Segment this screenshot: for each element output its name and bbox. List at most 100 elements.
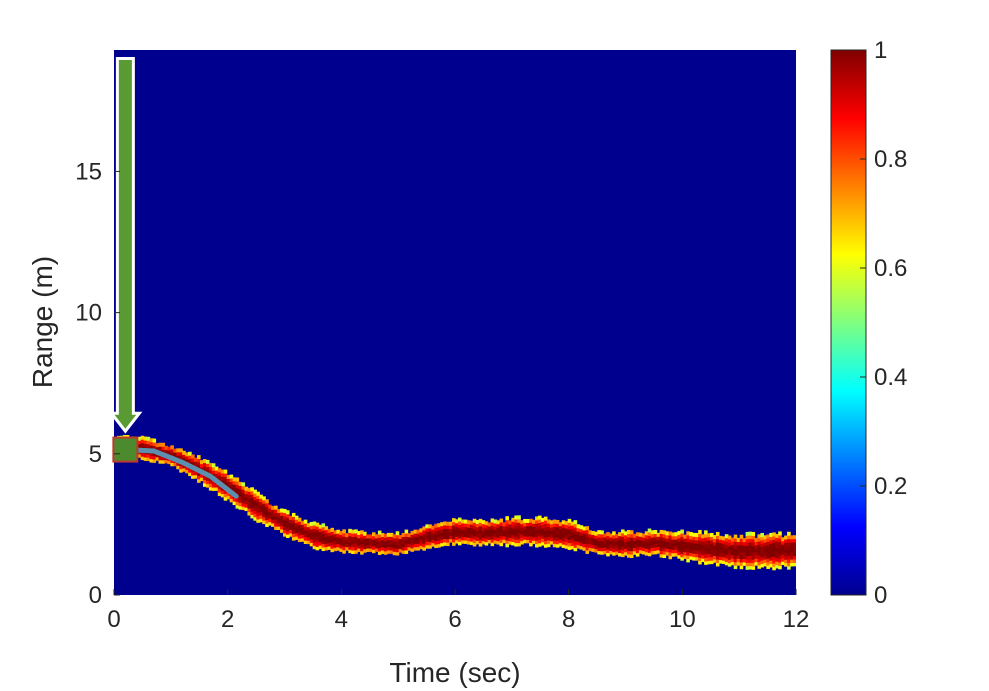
heatmap-cell — [555, 540, 560, 545]
heatmap-cell — [680, 532, 684, 537]
heatmap-cell — [188, 458, 192, 463]
heatmap-cell — [508, 527, 512, 532]
heatmap-cell — [561, 537, 566, 542]
heatmap-cell — [241, 489, 246, 494]
heatmap-cell — [208, 486, 213, 491]
heatmap-cell — [588, 543, 592, 548]
heatmap-cell — [410, 534, 415, 539]
heatmap-cell — [638, 542, 643, 547]
heatmap-cell — [321, 533, 326, 538]
heatmap-cell — [671, 535, 676, 540]
heatmap-cell — [763, 552, 767, 557]
heatmap-cell — [695, 543, 699, 548]
heatmap-cell — [721, 539, 726, 544]
heatmap-cell — [398, 548, 403, 553]
heatmap-cell — [647, 538, 652, 543]
heatmap-cell — [558, 532, 563, 537]
heatmap-cell — [211, 466, 216, 471]
heatmap-cell — [238, 502, 243, 507]
heatmap-cell — [202, 462, 207, 467]
heatmap-cell — [612, 541, 616, 546]
heatmap-cell — [416, 543, 421, 548]
heatmap-cell — [558, 525, 563, 530]
heatmap-cell — [487, 539, 492, 544]
heatmap-cell — [351, 533, 355, 538]
heatmap-cell — [146, 443, 151, 448]
heatmap-cell — [538, 539, 542, 544]
heatmap-cell — [585, 536, 590, 541]
heatmap-cell — [455, 519, 459, 524]
heatmap-cell — [727, 549, 732, 554]
heatmap-cell — [345, 536, 349, 541]
heatmap-cell — [371, 532, 376, 537]
heatmap-cell — [253, 503, 257, 508]
heatmap-cell — [730, 537, 735, 542]
heatmap-cell — [698, 557, 702, 562]
heatmap-cell — [502, 535, 507, 540]
heatmap-cell — [425, 544, 429, 549]
heatmap-cell — [422, 533, 426, 538]
heatmap-cell — [564, 538, 569, 543]
heatmap-cell — [704, 530, 708, 535]
heatmap-cell — [656, 536, 661, 541]
heatmap-cell — [437, 536, 441, 541]
heatmap-cell — [256, 498, 260, 503]
heatmap-cell — [229, 484, 234, 489]
heatmap-cell — [763, 559, 767, 564]
heatmap-cell — [775, 540, 779, 545]
heatmap-cell — [496, 527, 501, 532]
heatmap-cell — [321, 547, 326, 552]
heatmap-cell — [235, 504, 240, 509]
heatmap-cell — [149, 458, 154, 463]
heatmap-cell — [689, 555, 693, 560]
heatmap-cell — [383, 544, 388, 549]
heatmap-cell — [339, 541, 343, 546]
heatmap-cell — [582, 529, 587, 534]
heatmap-cell — [707, 560, 711, 565]
down-arrow-icon — [108, 56, 143, 434]
heatmap-cell — [250, 497, 254, 502]
heatmap-cell — [419, 528, 423, 533]
heatmap-cell — [425, 524, 429, 529]
heatmap-cell — [695, 536, 699, 541]
heatmap-cell — [695, 539, 699, 544]
heatmap-cell — [710, 536, 714, 541]
heatmap-cell — [493, 533, 498, 538]
heatmap-cell — [686, 534, 690, 539]
heatmap-cell — [455, 536, 459, 541]
heatmap-cell — [259, 511, 263, 516]
heatmap-cell — [262, 509, 266, 514]
heatmap-cell — [677, 554, 681, 559]
heatmap-cell — [318, 538, 323, 543]
heatmap-cell — [315, 522, 320, 527]
heatmap-cell — [274, 505, 278, 510]
heatmap-cell — [300, 537, 305, 542]
heatmap-cell — [380, 536, 385, 541]
heatmap-cell — [707, 543, 711, 548]
heatmap-cell — [404, 532, 409, 537]
heatmap-cell — [484, 528, 489, 533]
heatmap-cell — [597, 533, 601, 538]
heatmap-cell — [324, 526, 329, 531]
heatmap-cell — [671, 549, 676, 554]
heatmap-cell — [692, 549, 696, 554]
heatmap-cell — [374, 537, 379, 542]
heatmap-cell — [472, 518, 477, 523]
heatmap-cell — [538, 535, 542, 540]
heatmap-cell — [457, 534, 462, 539]
heatmap-cell — [333, 533, 337, 538]
heatmap-cell — [357, 534, 361, 539]
heatmap-cell — [793, 558, 796, 563]
x-tick-label: 12 — [783, 606, 810, 633]
heatmap-cell — [733, 554, 738, 559]
heatmap-cell — [265, 506, 269, 511]
heatmap-cell — [434, 533, 438, 538]
heatmap-cell — [303, 536, 308, 541]
heatmap-cell — [146, 440, 151, 445]
heatmap-cell — [401, 539, 406, 544]
heatmap-cell — [635, 552, 640, 557]
heatmap-cell — [564, 527, 569, 532]
heatmap-cell — [490, 535, 495, 540]
heatmap-cell — [704, 533, 708, 538]
heatmap-cell — [253, 496, 257, 501]
